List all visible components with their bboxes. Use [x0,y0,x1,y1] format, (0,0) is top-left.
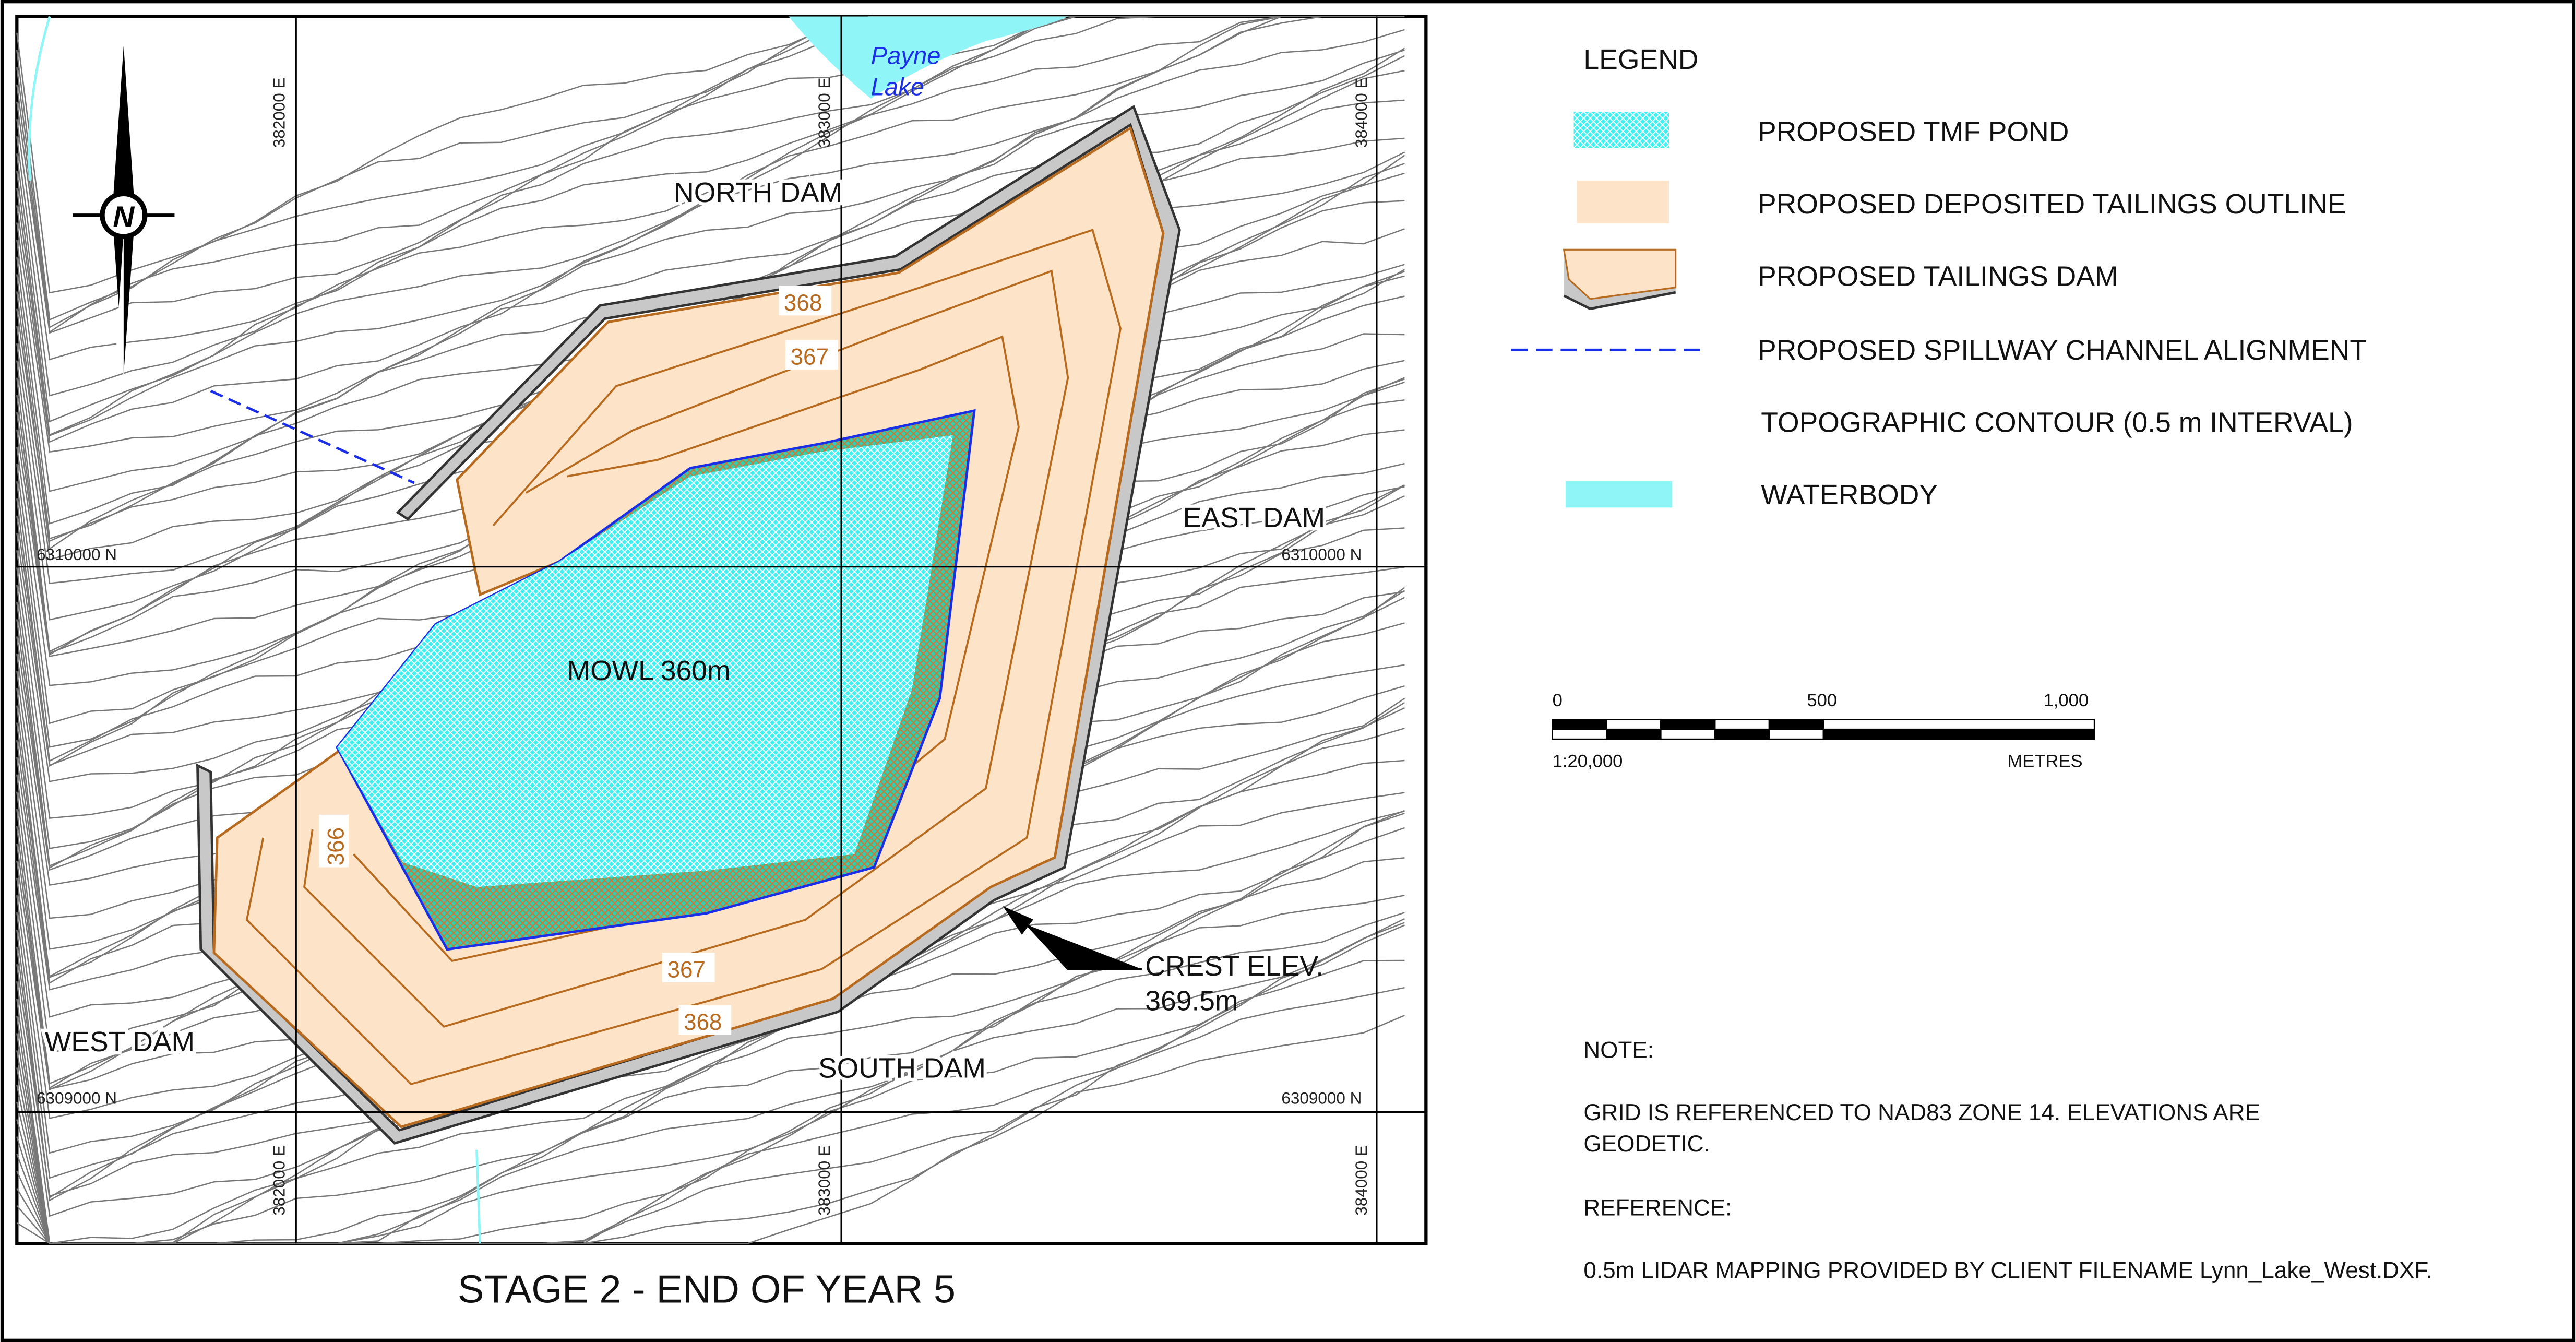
grid-lines [17,16,1426,1244]
note-text: GRID IS REFERENCED TO NAD83 ZONE 14. ELE… [1583,1100,2260,1125]
legend-swatch-tailings [1577,181,1669,223]
legend-item-label: PROPOSED SPILLWAY CHANNEL ALIGNMENT [1758,335,2367,366]
label-north-dam: NORTH DAM [674,177,842,208]
legend: LEGEND PROPOSED TMF POND PROPOSED DEPOSI… [1511,44,2367,510]
contour-line [16,29,1405,492]
spillway-channel [210,389,415,484]
grid-easting-top: 383000 E [815,78,833,148]
tailings-contours [245,229,1122,1086]
label-crest-value: 369.5m [1145,985,1238,1016]
scale-segment [1660,719,1716,730]
scale-tick: 0 [1553,691,1563,710]
label-south-dam: SOUTH DAM [818,1053,986,1084]
scale-segment [1606,728,1662,740]
grid-northing: 6310000 N [1281,545,1362,564]
scale-segment [1714,719,1770,730]
contour-line [16,16,1405,443]
contour-line [16,812,1405,1244]
legend-item-label: PROPOSED TMF POND [1758,117,2069,148]
label-payne-lake: Lake [871,74,924,101]
label-west-dam: WEST DAM [45,1027,195,1058]
scale-segment [1660,728,1716,740]
north-arrow: N [73,46,175,375]
label-crest-elev: CREST ELEV. [1145,951,1323,982]
grid-easting-bottom: 382000 E [270,1145,288,1216]
scale-segment [1768,728,1824,740]
legend-item-label: WATERBODY [1761,480,1938,510]
legend-item-label: PROPOSED TAILINGS DAM [1758,262,2118,292]
contour-line [16,1015,1405,1244]
scale-units: METRES [2007,752,2082,771]
legend-item-label: TOPOGRAPHIC CONTOUR (0.5 m INTERVAL) [1761,408,2353,438]
contour-line [16,16,1405,423]
grid-northing: 6309000 N [1281,1089,1362,1108]
contour-line [16,16,1405,453]
contour-labels: 368 367 366 367 368 [319,286,838,1035]
reference-heading: REFERENCE: [1583,1195,1732,1221]
scale-tick: 1,000 [2044,691,2089,710]
crest-leader-arrow [1003,906,1142,970]
scale-ratio: 1:20,000 [1553,752,1623,771]
scale-segment [1768,719,1824,730]
legend-swatch-dam [1563,248,1677,311]
note-text: GEODETIC. [1583,1131,1710,1157]
scale-segment [1606,719,1662,730]
svg-text:366: 366 [324,827,349,866]
label-mowl: MOWL 360m [567,656,731,686]
scale-segment [1552,728,1607,740]
scale-segment [1714,728,1770,740]
legend-swatch-waterbody [1565,481,1673,508]
scale-segment [1552,719,1607,730]
label-east-dam: EAST DAM [1183,503,1325,533]
legend-title: LEGEND [1583,44,1698,75]
svg-text:368: 368 [684,1010,722,1035]
svg-text:367: 367 [790,345,829,370]
grid-easting-top: 382000 E [270,78,288,148]
svg-text:367: 367 [667,957,706,982]
svg-text:368: 368 [784,290,822,316]
legend-swatch-pond [1573,111,1669,148]
notes: NOTE: GRID IS REFERENCED TO NAD83 ZONE 1… [1583,1038,2432,1284]
stream [28,16,51,181]
grid-northing: 6310000 N [37,545,117,564]
grid-easting-bottom: 384000 E [1352,1145,1370,1216]
contour-line [16,810,1405,1244]
scale-tick: 500 [1807,691,1837,710]
map-title: STAGE 2 - END OF YEAR 5 [458,1267,956,1311]
stream-south [475,1149,482,1244]
tmf-pond [337,435,953,887]
contour-line [16,827,1405,1244]
payne-lake [789,16,1068,99]
contour-line [16,810,1405,1244]
north-arrow-letter: N [113,200,135,233]
map-panel: 382000 E 383000 E 384000 E 382000 E 3830… [15,15,1428,1311]
scale-bar: 0 500 1,000 1:20,000 METRES [1552,691,2095,771]
grid-easting-top: 384000 E [1352,78,1370,148]
reference-text: 0.5m LIDAR MAPPING PROVIDED BY CLIENT FI… [1583,1257,2432,1283]
legend-item-label: PROPOSED DEPOSITED TAILINGS OUTLINE [1758,189,2346,220]
grid-northing: 6309000 N [37,1089,117,1108]
grid-easting-bottom: 383000 E [815,1145,833,1216]
label-payne-lake: Payne [871,42,941,70]
note-heading: NOTE: [1583,1038,1654,1063]
scale-segment [1822,719,2095,730]
contour-line [16,16,1405,436]
scale-segment [1822,728,2095,740]
